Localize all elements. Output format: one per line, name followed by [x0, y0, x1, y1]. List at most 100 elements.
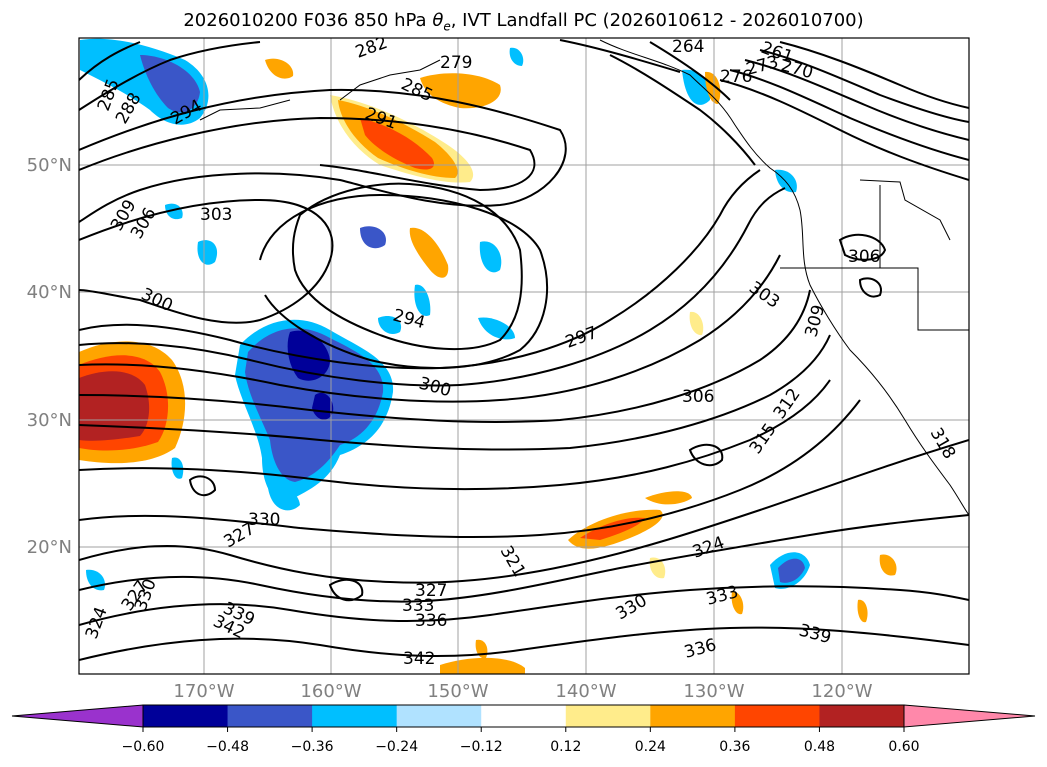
colorbar-bins [143, 705, 905, 727]
lat-label-20n: 20°N [27, 537, 72, 558]
contour-13 [79, 439, 969, 584]
positive-anomaly-coast-2 [857, 599, 868, 623]
colorbar-bin [227, 705, 313, 727]
negative-anomaly-small-2 [165, 203, 183, 220]
negative-anomaly-mid-3 [197, 240, 218, 265]
contour-label: 306 [682, 387, 714, 407]
contour-22 [609, 54, 756, 166]
colorbar-bin [396, 705, 482, 727]
contour-15 [79, 585, 969, 626]
contour-label: 276 [720, 67, 752, 87]
lat-label-30n: 30°N [27, 410, 72, 431]
contour-16 [79, 626, 969, 661]
contour-label: 342 [403, 649, 435, 669]
contour-24 [79, 41, 141, 81]
plot-frame [78, 37, 970, 675]
positive-anomaly-west-max [79, 371, 150, 441]
negative-anomaly-central-max [287, 330, 330, 381]
negative-anomaly-northwest-core [140, 55, 200, 113]
lat-label-50n: 50°N [27, 155, 72, 176]
lat-label-40n: 40°N [27, 282, 72, 303]
negative-anomaly-mid-1 [360, 226, 386, 249]
contour-10 [79, 334, 831, 451]
contour-18 [729, 69, 969, 161]
contour-label: 303 [200, 205, 232, 225]
lon-label-130w: 130°W [683, 681, 744, 702]
positive-anomaly-coast-north [705, 71, 721, 104]
coastline [199, 39, 969, 516]
colorbar-over-triangle [903, 704, 1036, 728]
colorbar-bin [481, 705, 567, 727]
colorbar-frame [142, 704, 905, 728]
contour-11 [79, 379, 831, 491]
colorbar-under-triangle [11, 704, 144, 728]
colorbar-ticks: −0.60 −0.48 −0.36 −0.24 −0.12 0.12 0.24 0.36 0.4… [122, 727, 920, 755]
colorbar-tick-label: −0.24 [375, 739, 418, 755]
contour-label: 333 [402, 596, 434, 616]
positive-anomaly-coast-1 [689, 311, 704, 336]
contour-closed-1 [188, 475, 217, 497]
aleutian-islands [199, 99, 291, 121]
colorbar-tick-label: −0.48 [206, 739, 249, 755]
colorbar-tick-label: 0.24 [635, 739, 666, 755]
theta-symbol: θ [432, 10, 444, 31]
figure-title: 2026010200 F036 850 hPa θe, IVT Landfall… [0, 10, 1047, 34]
colorbar-tick-label: −0.12 [460, 739, 503, 755]
negative-anomaly-mid-4 [378, 315, 402, 335]
lon-label-160w: 160°W [300, 681, 361, 702]
lon-label-150w: 150°W [427, 681, 488, 702]
contour-closed-4 [858, 277, 882, 298]
colorbar-tick-label: −0.36 [291, 739, 334, 755]
north-america-coast [599, 39, 969, 516]
graticule [79, 38, 969, 674]
colorbar-tick-label: 0.48 [804, 739, 835, 755]
title-suffix: , IVT Landfall PC (2026010612 - 20260107… [450, 10, 864, 31]
lon-label-120w: 120°W [811, 681, 872, 702]
contour-4 [291, 182, 523, 351]
contour-label: 336 [415, 611, 447, 631]
lon-label-140w: 140°W [555, 681, 616, 702]
colorbar-tick-label: 0.60 [888, 739, 919, 755]
colorbar-bin [650, 705, 736, 727]
positive-anomaly-mid [409, 227, 449, 278]
theta-subscript: e [443, 19, 451, 34]
colorbar-bin [819, 705, 905, 727]
contour-21 [779, 41, 969, 109]
theta-e-contours [79, 39, 969, 661]
contour-25 [79, 41, 261, 111]
positive-anomaly-east-1 [879, 554, 897, 576]
negative-anomaly-mid-2 [479, 241, 502, 273]
positive-anomaly-bottom [440, 657, 525, 674]
contour-label: 306 [848, 247, 880, 267]
contour-2 [79, 116, 536, 192]
longitude-labels: 170°W 160°W 150°W 140°W 130°W 120°W [173, 681, 872, 702]
contour-closed-3 [838, 233, 887, 261]
positive-anomaly-north-core [360, 118, 435, 170]
negative-anomaly-east-core [778, 558, 805, 583]
contour-1 [79, 88, 567, 223]
contour-5 [259, 193, 548, 369]
contour-23 [649, 41, 731, 101]
positive-anomaly-small-1 [265, 58, 294, 79]
colorbar-tick-label: 0.36 [719, 739, 750, 755]
negative-anomaly-central-max2 [312, 392, 334, 420]
colorbar-tick-label: 0.12 [550, 739, 581, 755]
contour-17 [719, 79, 969, 181]
latitude-labels: 50°N 40°N 30°N 20°N [27, 155, 72, 558]
colorbar-tick-label: −0.60 [122, 739, 165, 755]
contour-closed-2 [328, 578, 364, 602]
title-prefix: 2026010200 F036 850 hPa [183, 10, 433, 31]
contour-20 [759, 49, 969, 123]
contour-19 [744, 59, 969, 141]
contour-closed-5 [688, 443, 724, 467]
contour-8 [79, 254, 781, 403]
contour-26 [559, 39, 681, 73]
negative-anomaly-top [509, 47, 524, 66]
contour-label: 279 [440, 53, 472, 73]
contour-12 [79, 399, 861, 539]
contour-label: 264 [672, 37, 704, 57]
colorbar-bin [565, 705, 651, 727]
lon-label-170w: 170°W [173, 681, 234, 702]
colorbar-bin [143, 705, 229, 727]
